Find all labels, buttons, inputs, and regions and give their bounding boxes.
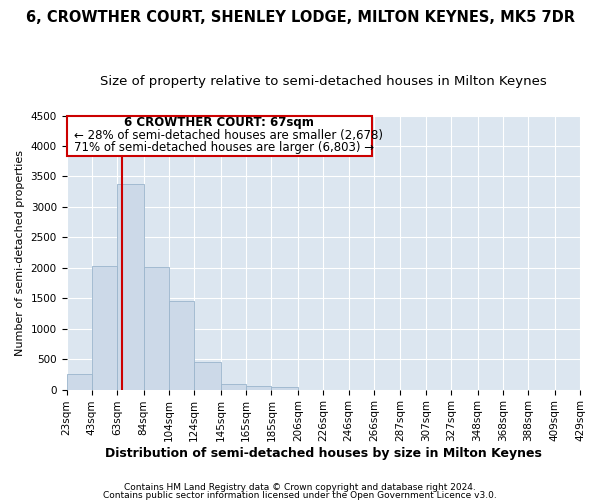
Text: 6 CROWTHER COURT: 67sqm: 6 CROWTHER COURT: 67sqm [124,116,314,130]
Bar [143,266,169,390]
Bar [169,300,194,390]
Bar [67,374,92,390]
Text: Contains HM Land Registry data © Crown copyright and database right 2024.: Contains HM Land Registry data © Crown c… [124,483,476,492]
Bar [92,266,117,390]
Bar [221,384,246,390]
Bar [271,386,298,390]
Bar [117,184,143,390]
FancyBboxPatch shape [67,116,372,156]
X-axis label: Distribution of semi-detached houses by size in Milton Keynes: Distribution of semi-detached houses by … [105,447,542,460]
Bar [194,362,221,390]
Title: Size of property relative to semi-detached houses in Milton Keynes: Size of property relative to semi-detach… [100,75,547,88]
Text: 6, CROWTHER COURT, SHENLEY LODGE, MILTON KEYNES, MK5 7DR: 6, CROWTHER COURT, SHENLEY LODGE, MILTON… [25,10,575,25]
Text: ← 28% of semi-detached houses are smaller (2,678): ← 28% of semi-detached houses are smalle… [74,130,383,142]
Bar [246,386,271,390]
Text: 71% of semi-detached houses are larger (6,803) →: 71% of semi-detached houses are larger (… [74,141,374,154]
Text: Contains public sector information licensed under the Open Government Licence v3: Contains public sector information licen… [103,490,497,500]
Y-axis label: Number of semi-detached properties: Number of semi-detached properties [15,150,25,356]
